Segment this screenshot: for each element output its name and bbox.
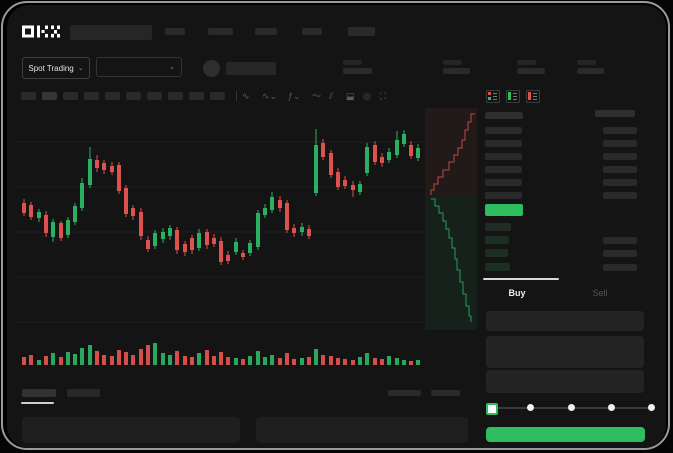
price-field[interactable] — [486, 336, 644, 368]
active-tab-indicator — [483, 278, 559, 280]
tab-sell[interactable]: Sell — [592, 288, 608, 298]
toolbar-divider — [236, 91, 237, 101]
timeframe-button[interactable] — [63, 92, 78, 100]
timeframe-button[interactable] — [84, 92, 99, 100]
combined-book-icon[interactable] — [486, 90, 500, 103]
nav-item-placeholder[interactable] — [348, 27, 375, 36]
draw-compare-icon[interactable]: ⫽ — [329, 91, 334, 101]
coin-avatar — [203, 60, 220, 77]
slider-stop[interactable] — [568, 404, 575, 411]
slider-stop-active[interactable] — [486, 403, 498, 415]
orderbook-amount-header — [595, 110, 635, 117]
indicator-dropdown-icon[interactable]: ƒ⌄ — [288, 91, 301, 101]
orders-tab-indicator — [21, 402, 54, 404]
timeframe-button[interactable] — [126, 92, 141, 100]
chevron-down-icon: ⌄ — [169, 63, 175, 71]
timeframe-button[interactable] — [168, 92, 183, 100]
line-style-icon[interactable]: ∿ — [242, 91, 250, 101]
timeframe-button[interactable] — [21, 92, 36, 100]
open-orders-table — [22, 417, 240, 443]
wave-tool-icon[interactable]: 〜 — [312, 91, 322, 101]
ticker-stat-value — [517, 68, 545, 74]
asks-only-book-icon[interactable] — [526, 90, 540, 103]
market-type-label: Spot Trading — [28, 63, 74, 73]
orders-tab-active[interactable] — [22, 389, 56, 397]
pair-select-dropdown[interactable]: ⌄ — [96, 57, 182, 77]
orders-action-placeholder[interactable] — [388, 390, 421, 396]
orders-action-placeholder[interactable] — [431, 390, 460, 396]
ticker-stat-value — [343, 68, 372, 74]
slider-stop[interactable] — [527, 404, 534, 411]
slider-stop[interactable] — [608, 404, 615, 411]
timeframe-button[interactable] — [189, 92, 204, 100]
nav-item-placeholder[interactable] — [255, 28, 277, 35]
order-type-field[interactable] — [486, 311, 644, 331]
chevron-down-icon: ⌄ — [77, 64, 84, 72]
tab-buy[interactable]: Buy — [508, 288, 526, 298]
ticker-stat-value — [443, 68, 470, 74]
nav-search-placeholder[interactable] — [70, 25, 152, 40]
fullscreen-icon[interactable]: ⛶ — [380, 91, 387, 101]
ticker-stat-label — [577, 60, 596, 65]
ticker-stat-label — [343, 60, 362, 65]
depth-asks-area — [425, 108, 477, 196]
ticker-stat-value — [577, 68, 604, 74]
pair-name-placeholder — [226, 62, 276, 75]
nav-item-placeholder[interactable] — [208, 28, 233, 35]
ticker-stat-label — [443, 60, 462, 65]
bids-only-book-icon[interactable] — [506, 90, 520, 103]
order-history-table — [256, 417, 468, 443]
settings-icon[interactable]: ◎ — [363, 91, 371, 101]
timeframe-button-active[interactable] — [42, 92, 57, 100]
amount-field[interactable] — [486, 370, 644, 393]
depth-bids-area — [425, 196, 477, 330]
app-screen: Spot Trading ⌄ ⌄ — [7, 5, 666, 448]
buy-submit-button[interactable] — [486, 427, 645, 442]
nav-item-placeholder[interactable] — [165, 28, 185, 35]
orders-tab[interactable] — [67, 389, 100, 397]
market-type-selector[interactable]: Spot Trading ⌄ — [22, 57, 90, 79]
ticker-stat-label — [517, 60, 536, 65]
slider-stop[interactable] — [648, 404, 655, 411]
camera-snapshot-icon[interactable]: ⬓ — [346, 91, 355, 101]
okx-logo — [22, 25, 60, 38]
last-price-badge[interactable] — [485, 204, 523, 216]
timeframe-button[interactable] — [105, 92, 120, 100]
line-style-dropdown-icon[interactable]: ∿⌄ — [262, 91, 278, 101]
timeframe-button[interactable] — [210, 92, 225, 100]
orderbook-price-header — [485, 112, 523, 119]
timeframe-button[interactable] — [147, 92, 162, 100]
nav-item-placeholder[interactable] — [302, 28, 322, 35]
